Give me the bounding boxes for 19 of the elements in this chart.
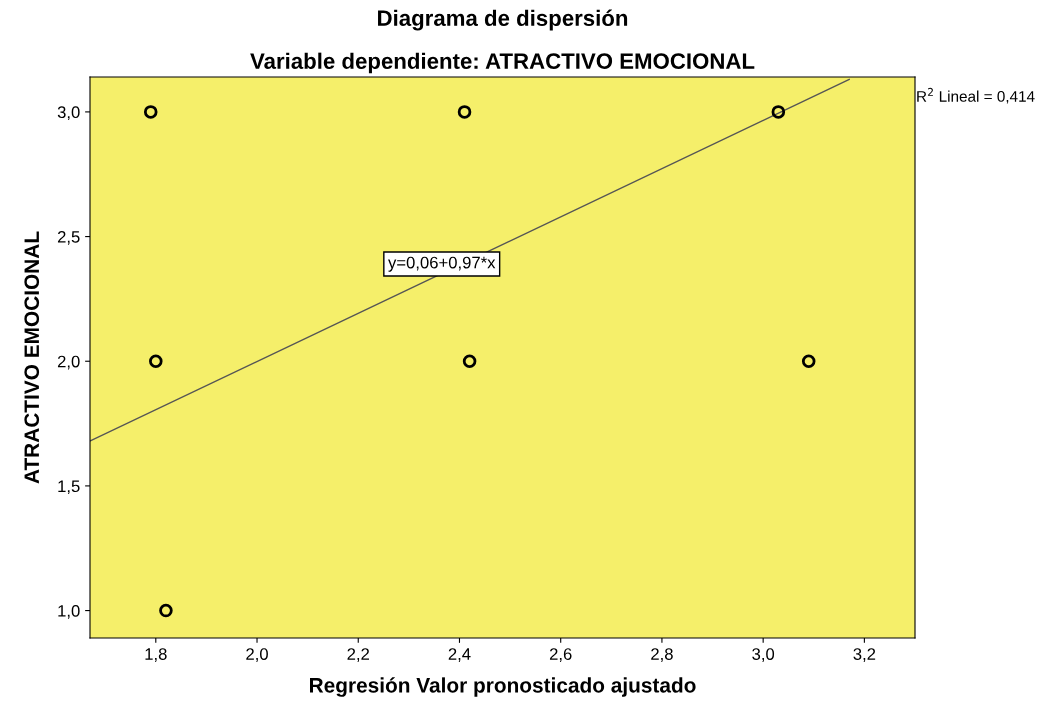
x-tick-label: 3,0 [752, 648, 775, 662]
text: R$^{2}$ Lineal = 0,414 [917, 87, 1035, 104]
chart-subtitle: Variable dependiente: ATRACTIVO EMOCIONAL [250, 52, 755, 74]
chart-title: Diagrama de dispersión [378, 9, 628, 31]
x-axis-title: Regresión Valor pronosticado ajustado [310, 677, 696, 697]
x-tick-label: 2,4 [448, 648, 471, 662]
y-tick-label: 1,0 [58, 604, 80, 619]
x-tick-label: 1,8 [145, 648, 167, 662]
y-tick-label: 3,0 [57, 106, 80, 121]
y-axis-title: ATRACTIVO EMOCIONAL [24, 231, 40, 484]
x-tick-label: 2,2 [347, 648, 369, 662]
x-tick-label: 2,8 [651, 648, 673, 662]
y-tick-label: 2,0 [57, 355, 80, 370]
y-tick-label: 1,5 [58, 480, 80, 495]
x-tick-label: 3,2 [853, 648, 876, 662]
x-tick-label: 2,6 [549, 648, 572, 662]
x-tick-label: 2,0 [246, 648, 268, 662]
annotation: y=0,06+0,97*x [388, 256, 496, 272]
y-tick-label: 2,5 [57, 230, 80, 245]
